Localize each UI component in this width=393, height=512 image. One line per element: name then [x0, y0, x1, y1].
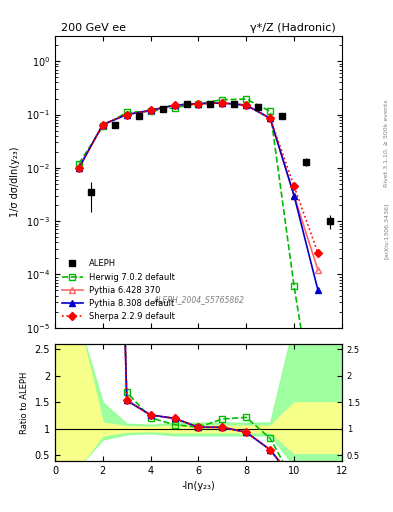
X-axis label: -ln(y₂₃): -ln(y₂₃) [182, 481, 215, 491]
Text: Rivet 3.1.10, ≥ 500k events: Rivet 3.1.10, ≥ 500k events [384, 99, 389, 187]
Y-axis label: 1/σ dσ/dln(y₂₃): 1/σ dσ/dln(y₂₃) [10, 146, 20, 217]
Text: [arXiv:1306.3436]: [arXiv:1306.3436] [384, 202, 389, 259]
Text: ALEPH_2004_S5765862: ALEPH_2004_S5765862 [153, 295, 244, 304]
Text: 200 GeV ee: 200 GeV ee [61, 23, 126, 33]
Y-axis label: Ratio to ALEPH: Ratio to ALEPH [20, 371, 29, 434]
Text: γ*/Z (Hadronic): γ*/Z (Hadronic) [250, 23, 336, 33]
Legend: ALEPH, Herwig 7.0.2 default, Pythia 6.428 370, Pythia 8.308 default, Sherpa 2.2.: ALEPH, Herwig 7.0.2 default, Pythia 6.42… [59, 257, 178, 324]
